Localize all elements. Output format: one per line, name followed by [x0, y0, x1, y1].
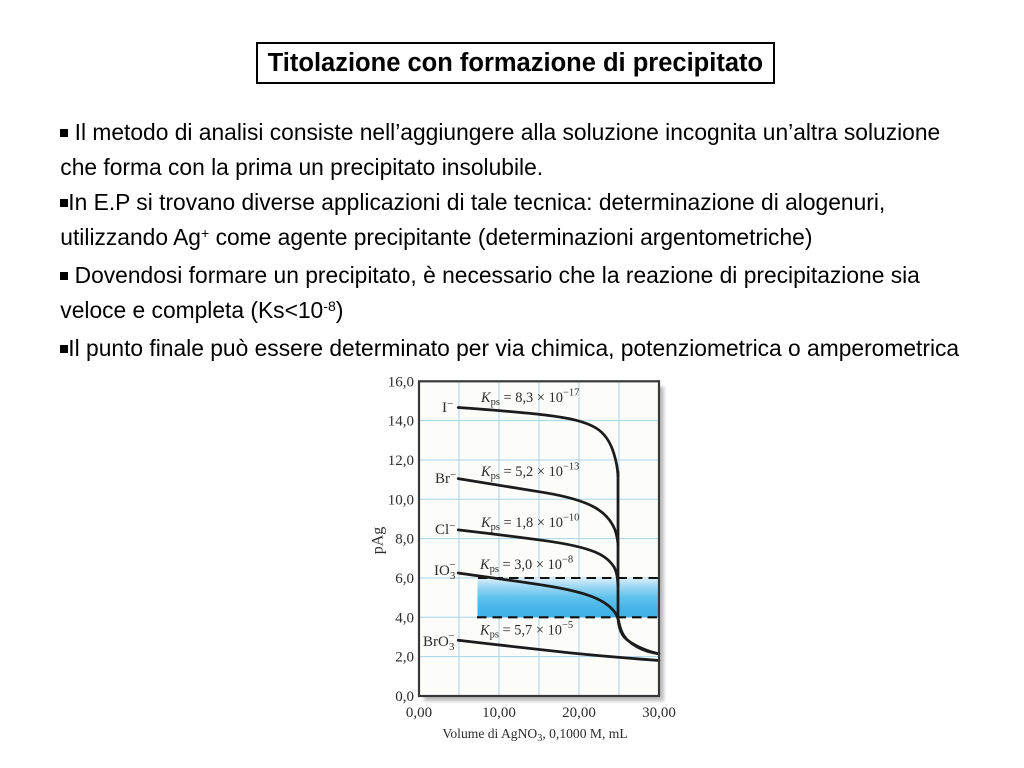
svg-text:BrO3−: BrO3− — [423, 630, 455, 653]
svg-text:12,0: 12,0 — [388, 453, 414, 469]
svg-text:4,0: 4,0 — [395, 610, 414, 626]
svg-text:Volume di AgNO3, 0,1000 M, mL: Volume di AgNO3, 0,1000 M, mL — [442, 726, 627, 744]
svg-text:Kps = 1,8 × 10−10: Kps = 1,8 × 10−10 — [480, 512, 579, 533]
svg-text:10,0: 10,0 — [388, 492, 414, 508]
svg-text:Kps = 5,7 × 10−5: Kps = 5,7 × 10−5 — [479, 620, 573, 641]
svg-text:10,00: 10,00 — [482, 705, 516, 721]
svg-text:8,0: 8,0 — [395, 532, 414, 548]
svg-text:Kps = 8,3 × 10−17: Kps = 8,3 × 10−17 — [480, 387, 579, 408]
svg-text:0,00: 0,00 — [406, 705, 432, 721]
svg-text:16,0: 16,0 — [388, 374, 414, 390]
svg-text:0,0: 0,0 — [395, 689, 414, 705]
svg-text:Kps = 5,2 × 10−13: Kps = 5,2 × 10−13 — [480, 461, 579, 482]
svg-text:6,0: 6,0 — [395, 571, 414, 587]
svg-text:pAg: pAg — [370, 527, 387, 555]
svg-text:30,00: 30,00 — [642, 705, 676, 721]
svg-text:14,0: 14,0 — [388, 414, 414, 430]
svg-text:I−: I− — [442, 398, 453, 416]
svg-text:Kps = 3,0 × 10−8: Kps = 3,0 × 10−8 — [479, 554, 573, 575]
svg-text:20,00: 20,00 — [562, 705, 596, 721]
svg-text:2,0: 2,0 — [395, 650, 414, 666]
svg-text:IO3−: IO3− — [434, 559, 456, 582]
